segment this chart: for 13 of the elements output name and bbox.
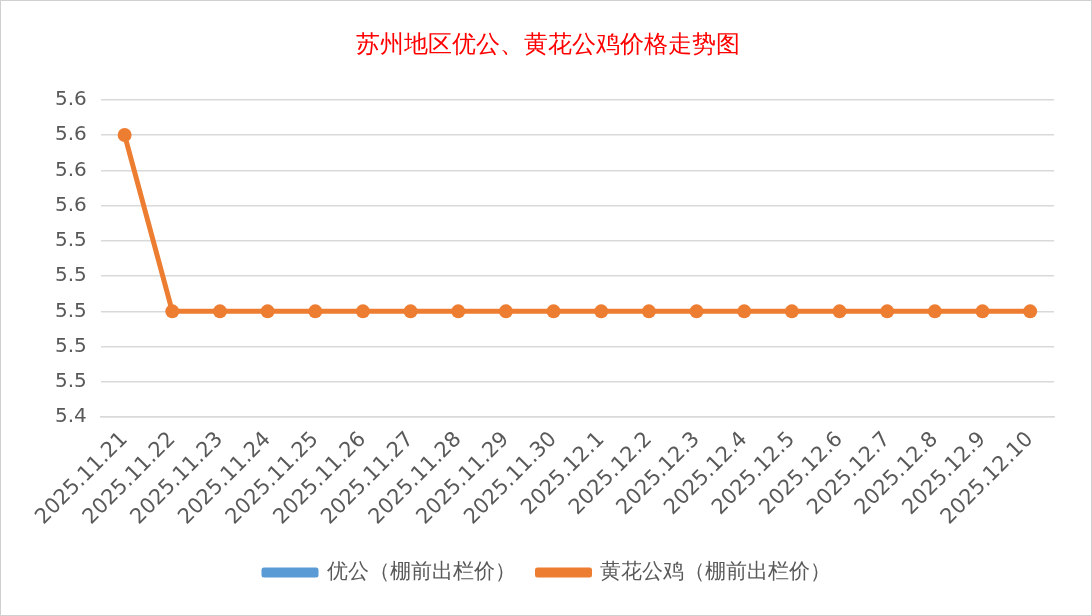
y-tick-label: 5.6: [54, 86, 87, 110]
y-tick-label: 5.4: [54, 403, 87, 428]
y-tick-label: 5.6: [54, 191, 87, 216]
legend-label: 黄花公鸡（棚前出栏价）: [600, 559, 831, 584]
y-tick-label: 5.5: [54, 227, 87, 252]
chart-title: 苏州地区优公、黄花公鸡价格走势图: [355, 30, 740, 57]
y-tick-label: 5.5: [54, 332, 87, 357]
y-tick-label: 5.5: [54, 368, 87, 393]
y-tick-label: 5.6: [54, 156, 87, 181]
y-tick-label: 5.5: [54, 262, 87, 287]
legend-label: 优公（棚前出栏价）: [326, 559, 516, 584]
y-tick-label: 5.5: [54, 297, 87, 322]
y-tick-label: 5.6: [54, 121, 87, 146]
